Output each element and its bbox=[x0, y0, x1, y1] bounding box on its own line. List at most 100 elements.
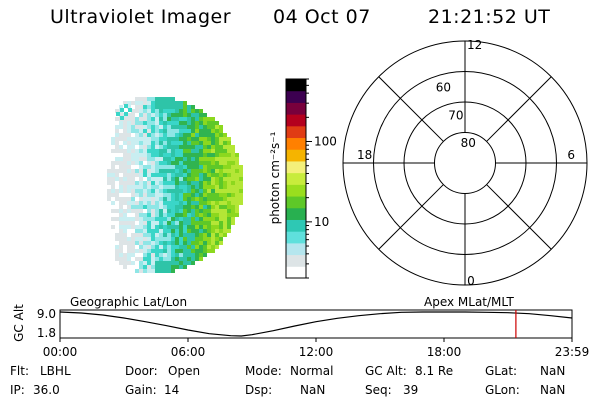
aurora-pixel bbox=[179, 121, 183, 125]
aurora-pixel bbox=[159, 217, 163, 221]
aurora-pixel bbox=[187, 113, 191, 117]
aurora-pixel bbox=[195, 205, 199, 209]
aurora-pixel bbox=[227, 161, 231, 165]
aurora-pixel bbox=[167, 221, 171, 225]
aurora-pixel bbox=[235, 201, 239, 205]
aurora-pixel bbox=[207, 165, 211, 169]
aurora-pixel bbox=[175, 225, 179, 229]
aurora-pixel bbox=[115, 173, 119, 177]
aurora-pixel bbox=[219, 197, 223, 201]
aurora-pixel bbox=[167, 269, 171, 273]
aurora-pixel bbox=[183, 129, 187, 133]
aurora-pixel bbox=[167, 225, 171, 229]
aurora-pixel bbox=[139, 113, 143, 117]
aurora-pixel bbox=[215, 137, 219, 141]
aurora-pixel bbox=[127, 249, 131, 253]
aurora-pixel bbox=[207, 169, 211, 173]
aurora-pixel bbox=[203, 169, 207, 173]
aurora-pixel bbox=[151, 145, 155, 149]
aurora-pixel bbox=[191, 229, 195, 233]
aurora-pixel bbox=[171, 201, 175, 205]
aurora-pixel bbox=[171, 157, 175, 161]
aurora-pixel bbox=[199, 165, 203, 169]
aurora-pixel bbox=[127, 245, 131, 249]
alt-xtick-label: 23:59 bbox=[555, 345, 590, 359]
aurora-pixel bbox=[183, 253, 187, 257]
aurora-pixel bbox=[139, 105, 143, 109]
aurora-pixel bbox=[203, 161, 207, 165]
aurora-pixel bbox=[179, 125, 183, 129]
aurora-pixel bbox=[155, 209, 159, 213]
aurora-pixel bbox=[119, 185, 123, 189]
aurora-pixel bbox=[179, 261, 183, 265]
aurora-pixel bbox=[179, 149, 183, 153]
aurora-pixel bbox=[119, 113, 123, 117]
aurora-pixel bbox=[167, 253, 171, 257]
aurora-pixel bbox=[139, 161, 143, 165]
aurora-pixel bbox=[199, 205, 203, 209]
aurora-pixel bbox=[143, 145, 147, 149]
aurora-pixel bbox=[115, 177, 119, 181]
aurora-pixel bbox=[195, 157, 199, 161]
aurora-pixel bbox=[163, 193, 167, 197]
aurora-pixel bbox=[119, 197, 123, 201]
aurora-pixel bbox=[119, 157, 123, 161]
aurora-pixel bbox=[227, 153, 231, 157]
aurora-pixel bbox=[167, 113, 171, 117]
aurora-pixel bbox=[195, 137, 199, 141]
aurora-pixel bbox=[195, 117, 199, 121]
aurora-pixel bbox=[127, 133, 131, 137]
aurora-pixel bbox=[183, 181, 187, 185]
aurora-pixel bbox=[203, 201, 207, 205]
aurora-pixel bbox=[191, 161, 195, 165]
aurora-pixel bbox=[191, 185, 195, 189]
aurora-pixel bbox=[211, 137, 215, 141]
aurora-pixel bbox=[187, 205, 191, 209]
aurora-pixel bbox=[235, 213, 239, 217]
aurora-pixel bbox=[171, 177, 175, 181]
aurora-pixel bbox=[143, 141, 147, 145]
polar-spoke bbox=[486, 76, 552, 142]
aurora-pixel bbox=[179, 141, 183, 145]
aurora-pixel bbox=[123, 229, 127, 233]
aurora-pixel bbox=[239, 189, 243, 193]
aurora-pixel bbox=[139, 213, 143, 217]
aurora-pixel bbox=[211, 209, 215, 213]
aurora-pixel bbox=[195, 141, 199, 145]
aurora-pixel bbox=[151, 113, 155, 117]
aurora-pixel bbox=[191, 253, 195, 257]
aurora-pixel bbox=[143, 225, 147, 229]
aurora-pixel bbox=[199, 129, 203, 133]
aurora-pixel bbox=[227, 201, 231, 205]
aurora-pixel bbox=[191, 137, 195, 141]
aurora-pixel bbox=[159, 117, 163, 121]
aurora-pixel bbox=[151, 161, 155, 165]
info-seq-label: Seq: bbox=[365, 383, 392, 397]
aurora-pixel bbox=[167, 197, 171, 201]
aurora-pixel bbox=[115, 209, 119, 213]
aurora-pixel bbox=[175, 253, 179, 257]
colorbar-swatches bbox=[286, 79, 306, 279]
aurora-pixel bbox=[131, 197, 135, 201]
aurora-pixel bbox=[203, 157, 207, 161]
aurora-pixel bbox=[219, 241, 223, 245]
aurora-pixel bbox=[215, 145, 219, 149]
colorbar-swatch bbox=[286, 149, 306, 162]
aurora-pixel bbox=[207, 217, 211, 221]
aurora-pixel bbox=[119, 241, 123, 245]
aurora-pixel bbox=[207, 185, 211, 189]
aurora-pixel bbox=[163, 133, 167, 137]
aurora-pixel bbox=[207, 209, 211, 213]
aurora-pixel bbox=[135, 237, 139, 241]
aurora-pixel bbox=[223, 137, 227, 141]
aurora-pixel bbox=[211, 225, 215, 229]
aurora-pixel bbox=[231, 197, 235, 201]
info-gain-value: 14 bbox=[164, 383, 179, 397]
aurora-pixel bbox=[151, 121, 155, 125]
info-seq-value: 39 bbox=[403, 383, 418, 397]
aurora-pixel bbox=[231, 149, 235, 153]
aurora-pixel bbox=[199, 113, 203, 117]
aurora-pixel bbox=[171, 197, 175, 201]
aurora-pixel bbox=[135, 201, 139, 205]
aurora-pixel bbox=[175, 221, 179, 225]
